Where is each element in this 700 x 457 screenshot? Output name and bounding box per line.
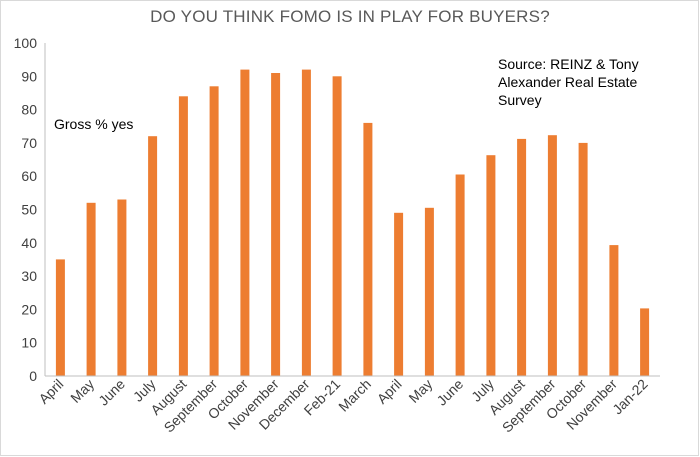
y-tick-label: 90 xyxy=(21,68,37,84)
x-tick-label: May xyxy=(405,376,435,406)
x-tick-label: April xyxy=(35,376,66,407)
bar xyxy=(148,136,158,376)
y-tick-label: 80 xyxy=(21,102,37,118)
y-tick-label: 10 xyxy=(21,335,37,351)
bar xyxy=(363,122,373,377)
source-line-2: Alexander Real Estate xyxy=(498,74,638,90)
x-tick-label: April xyxy=(374,376,405,407)
x-tick-label: Jan-22 xyxy=(609,376,651,418)
y-tick-label: 70 xyxy=(21,135,37,151)
bar xyxy=(640,308,650,376)
bar xyxy=(86,202,96,376)
bar xyxy=(547,135,557,376)
bar xyxy=(578,142,588,376)
bars xyxy=(55,69,650,377)
source-line-1: Source: REINZ & Tony xyxy=(498,56,639,72)
bar xyxy=(178,96,188,377)
source-line-3: Survey xyxy=(498,92,542,108)
bar xyxy=(455,174,465,376)
bar xyxy=(55,259,65,376)
series-label: Gross % yes xyxy=(54,116,133,132)
bar xyxy=(609,245,619,376)
bar xyxy=(332,76,342,377)
chart-title: DO YOU THINK FOMO IS IN PLAY FOR BUYERS? xyxy=(150,7,550,26)
x-tick-label: June xyxy=(433,376,466,409)
bar xyxy=(271,73,281,376)
y-tick-label: 20 xyxy=(21,301,37,317)
bar xyxy=(117,199,127,376)
x-tick-label: June xyxy=(95,376,128,409)
bar xyxy=(424,207,434,376)
bar xyxy=(209,86,219,377)
y-tick-label: 50 xyxy=(21,202,37,218)
y-axis-ticks: 0 10 20 30 40 50 60 70 80 90 100 xyxy=(14,35,38,384)
y-tick-label: 40 xyxy=(21,235,37,251)
bar xyxy=(486,155,496,376)
x-tick-label: March xyxy=(335,376,374,415)
y-tick-label: 0 xyxy=(29,368,37,384)
y-tick-label: 60 xyxy=(21,168,37,184)
y-tick-label: 30 xyxy=(21,268,37,284)
bar xyxy=(240,69,250,376)
y-tick-label: 100 xyxy=(14,35,38,51)
bar xyxy=(517,138,527,376)
bar xyxy=(394,212,404,376)
x-tick-label: May xyxy=(67,376,97,406)
bar xyxy=(301,69,311,376)
